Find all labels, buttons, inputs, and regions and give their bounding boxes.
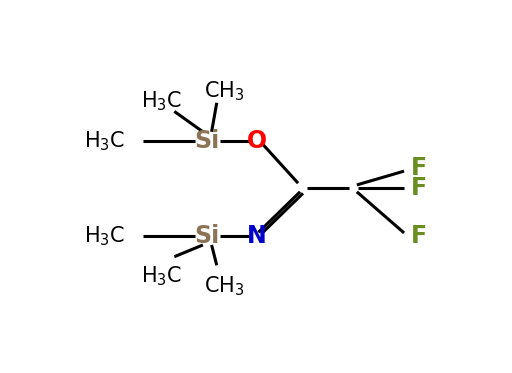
Text: O: O (246, 129, 267, 153)
Text: F: F (411, 156, 428, 180)
Text: $\mathregular{H_3C}$: $\mathregular{H_3C}$ (141, 264, 182, 288)
Text: F: F (411, 176, 428, 200)
Text: $\mathregular{CH_3}$: $\mathregular{CH_3}$ (204, 274, 245, 298)
Text: N: N (247, 224, 266, 248)
Text: $\mathregular{H_3C}$: $\mathregular{H_3C}$ (141, 89, 182, 113)
Text: $\mathregular{H_3C}$: $\mathregular{H_3C}$ (84, 224, 125, 248)
Text: $\mathregular{H_3C}$: $\mathregular{H_3C}$ (84, 129, 125, 153)
Text: Si: Si (194, 129, 220, 153)
Text: $\mathregular{CH_3}$: $\mathregular{CH_3}$ (204, 79, 245, 103)
Text: F: F (411, 224, 428, 248)
Text: Si: Si (194, 224, 220, 248)
